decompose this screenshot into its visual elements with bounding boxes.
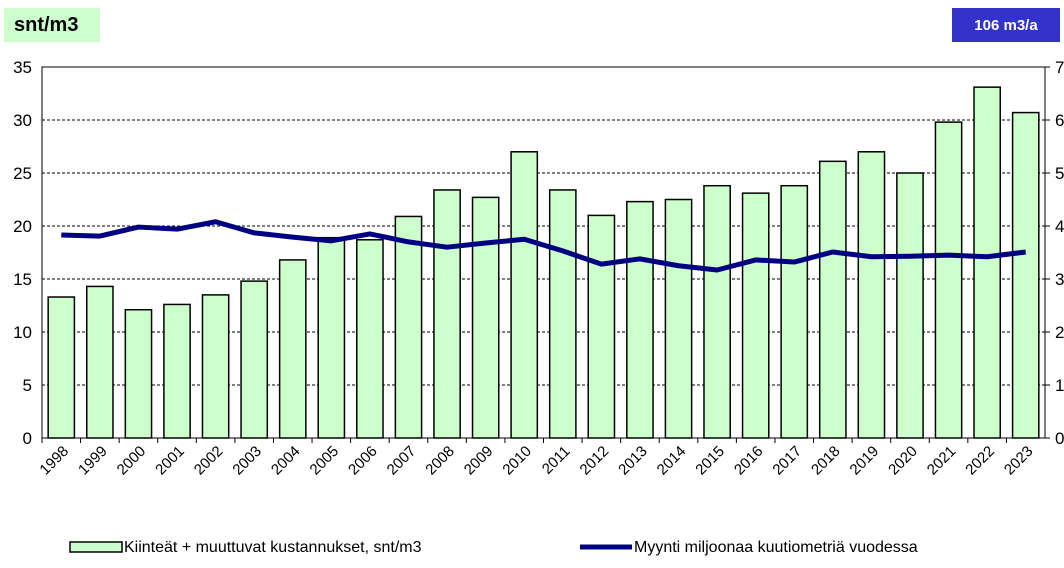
x-tick-label: 2017 (769, 443, 805, 479)
bar (1011, 111, 1040, 439)
x-tick-label: 2010 (499, 443, 535, 479)
x-tick-label: 2014 (654, 443, 690, 479)
bar (317, 236, 346, 439)
legend-label: Myynti miljoonaa kuutiometriä vuodessa (634, 539, 918, 556)
x-tick-label: 2022 (962, 443, 998, 479)
x-tick-label: 2013 (615, 443, 651, 479)
y-tick-label: 20 (13, 217, 32, 236)
bar (124, 308, 153, 439)
x-tick-label: 2005 (307, 443, 343, 479)
bar (780, 184, 809, 439)
y2-tick-label: 6 (1055, 111, 1064, 130)
x-tick-label: 2011 (539, 443, 574, 478)
x-tick-label: 2007 (384, 443, 420, 479)
y2-axis-label: 106 m3/a (974, 17, 1038, 34)
x-tick-label: 2002 (191, 443, 227, 479)
bar (587, 214, 616, 439)
bar (240, 280, 269, 439)
bar (934, 121, 963, 439)
bar (278, 259, 307, 439)
bar (47, 296, 76, 439)
x-tick-label: 2021 (924, 443, 960, 479)
x-tick-label: 1998 (36, 443, 72, 479)
bar (394, 215, 423, 439)
x-tick-label: 2019 (847, 443, 883, 479)
y2-tick-label: 1 (1055, 376, 1064, 395)
bar (471, 196, 500, 439)
bar (818, 160, 847, 439)
x-tick-label: 2009 (461, 443, 497, 479)
x-tick-label: 1999 (75, 443, 111, 479)
bar (857, 151, 886, 439)
bar (973, 86, 1002, 439)
bar (703, 184, 731, 439)
bar (85, 285, 114, 439)
y-tick-label: 35 (13, 58, 32, 77)
line (61, 219, 1027, 273)
bar (163, 303, 191, 439)
bar (356, 239, 384, 439)
y-tick-label: 25 (13, 164, 32, 183)
bar (510, 151, 539, 439)
x-tick-label: 2016 (731, 443, 767, 479)
bar (626, 200, 654, 439)
x-tick-label: 2018 (808, 443, 844, 479)
x-tick-label: 2012 (577, 443, 613, 479)
y2-tick-label: 5 (1055, 164, 1064, 183)
bar (664, 198, 693, 439)
bar (896, 172, 924, 439)
bar (741, 192, 770, 439)
bar (548, 189, 577, 439)
y2-label-box (952, 8, 1060, 42)
y-tick-label: 10 (13, 323, 32, 342)
x-tick-label: 2008 (422, 443, 458, 479)
bar (201, 294, 230, 439)
y2-tick-label: 2 (1055, 323, 1064, 342)
x-tick-label: 2006 (345, 443, 381, 479)
y2-tick-label: 3 (1055, 270, 1064, 289)
bar (433, 189, 461, 439)
plot-frame (41, 66, 1046, 439)
x-tick-label: 2015 (692, 443, 728, 479)
x-tick-label: 2004 (268, 443, 304, 479)
x-tick-label: 2003 (229, 443, 265, 479)
y-tick-label: 30 (13, 111, 32, 130)
y2-tick-label: 0 (1055, 429, 1064, 448)
legend-swatch (69, 541, 123, 553)
y-label-box (4, 8, 100, 42)
x-tick-label: 2023 (1001, 443, 1037, 479)
y-tick-label: 0 (23, 429, 32, 448)
y-tick-label: 15 (13, 270, 32, 289)
legend-label: Kiinteät + muuttuvat kustannukset, snt/m… (124, 539, 422, 556)
y2-tick-label: 4 (1055, 217, 1064, 236)
x-tick-label: 2001 (152, 443, 188, 479)
y-axis-label: snt/m3 (14, 14, 78, 36)
x-tick-label: 2000 (114, 443, 150, 479)
x-tick-label: 2020 (885, 443, 921, 479)
y-tick-label: 5 (23, 376, 32, 395)
y2-tick-label: 7 (1055, 58, 1064, 77)
